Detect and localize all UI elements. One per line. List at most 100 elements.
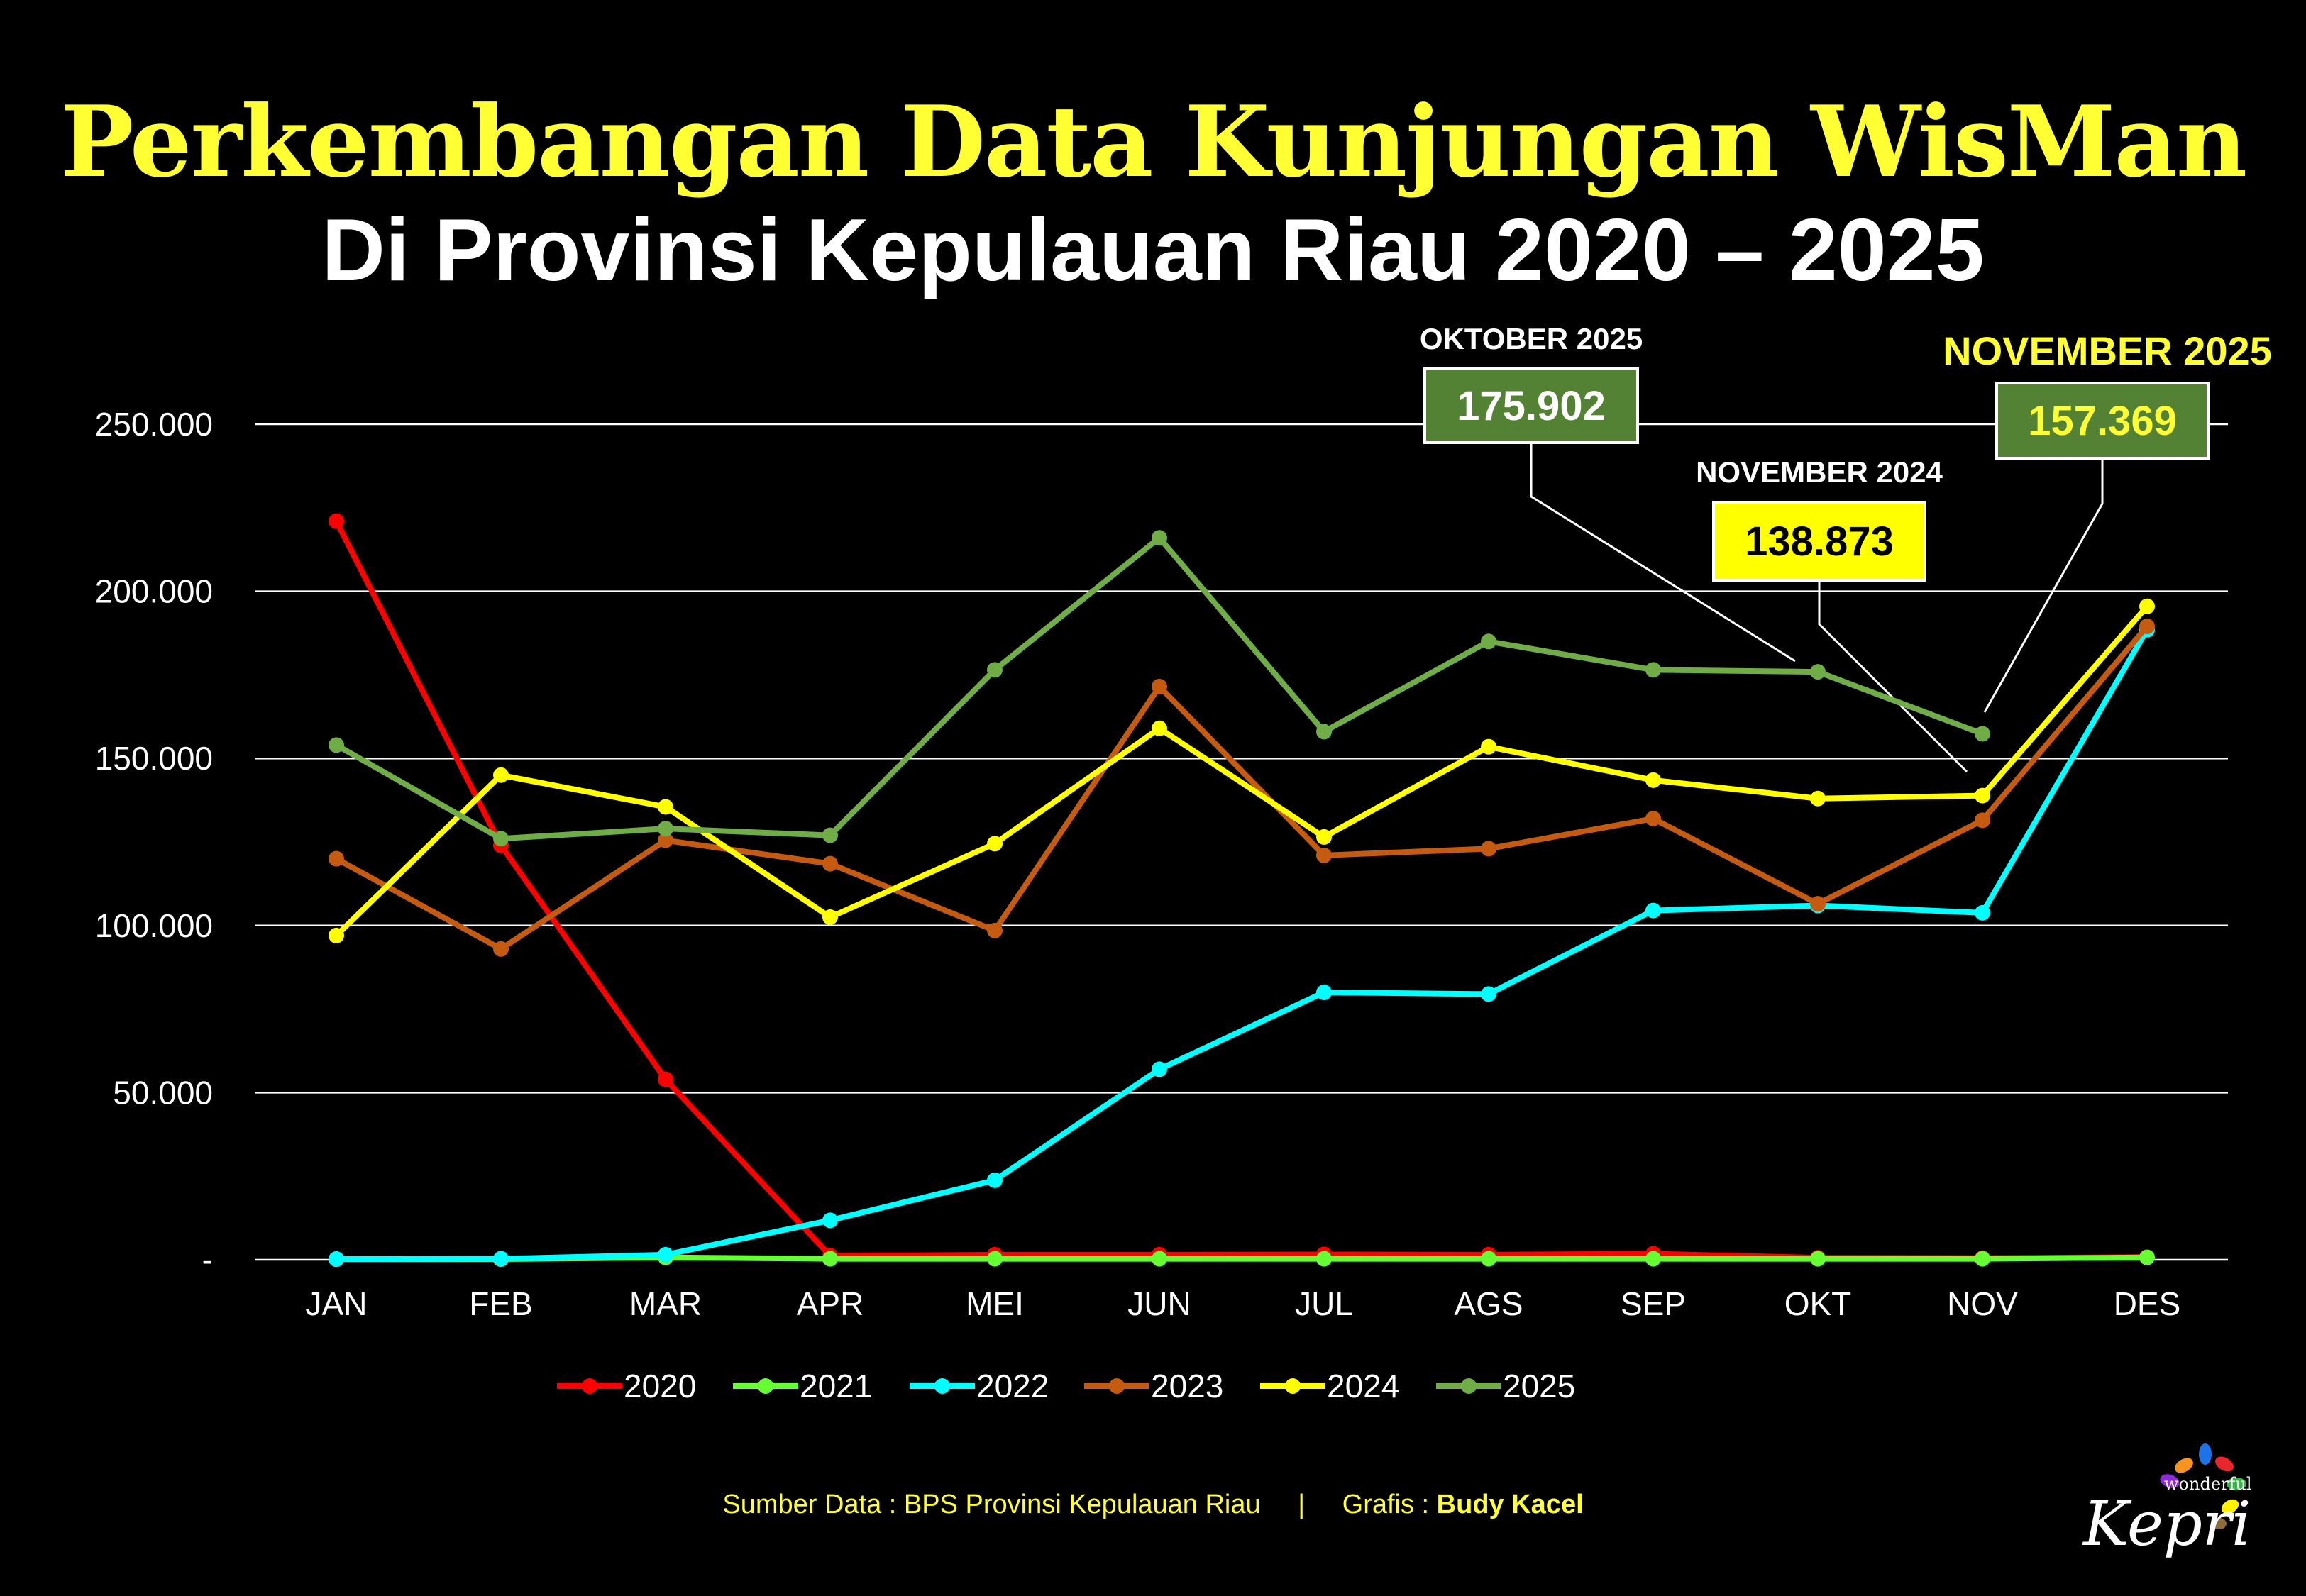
data-point [1152,1061,1167,1077]
data-point [2139,598,2155,614]
source-label: Sumber Data : BPS Provinsi Kepulauan Ria… [722,1490,1261,1519]
data-point [822,855,838,872]
data-point [1975,904,1990,921]
data-point [1316,829,1332,845]
x-tick-label: SEP [1621,1285,1686,1322]
series-line-2022 [336,628,2150,1263]
data-point [1316,724,1332,740]
legend-label: 2022 [976,1368,1049,1404]
data-point [987,1251,1003,1267]
gridlines [255,423,2228,1261]
legend-label: 2020 [624,1368,696,1404]
data-point [658,832,673,848]
callout-title: OKTOBER 2025 [1420,322,1643,355]
callout-leader [1818,580,1968,773]
data-point [1975,1251,1990,1267]
data-point [1152,1251,1167,1267]
y-tick-label: 50.000 [113,1074,213,1111]
data-point [658,799,673,815]
legend-item-2024: 2024 [1260,1368,1399,1404]
callout-leader [1983,458,2104,713]
callout-value: 175.902 [1457,383,1606,429]
wonderful-kepri-logo: wonderful Kepri [2082,1443,2252,1560]
series-2024 [329,598,2155,943]
legend-marker [582,1378,597,1394]
data-point [822,909,838,926]
series-line-2023 [335,624,2150,952]
callout-2025-NOV: NOVEMBER 2025 157.369 [1943,328,2272,460]
x-axis-ticks: JAN FEB MAR APR MEI JUN JUL AGS SEP OKT NOV DES [306,1285,2181,1322]
series-lines [329,513,2155,1268]
data-point [329,927,344,943]
logo-small-text: wonderful [2164,1474,2252,1494]
legend-marker [1461,1378,1477,1394]
footer-credits: Sumber Data : BPS Provinsi Kepulauan Ria… [0,1490,2306,1520]
data-point [658,821,673,837]
x-tick-label: JUN [1127,1285,1191,1322]
data-point [493,941,509,957]
data-point [1481,986,1496,1002]
legend: 2020 2021 2022 2023 2024 2025 [557,1368,1575,1404]
credit-prefix: Grafis : [1342,1490,1430,1519]
y-tick-label: 200.000 [95,573,213,610]
callout-value: 138.873 [1745,519,1894,565]
legend-item-2020: 2020 [557,1368,696,1404]
data-point [1645,662,1661,678]
legend-label: 2024 [1327,1368,1399,1404]
data-point [1645,811,1661,827]
legend-marker [758,1378,773,1394]
chart-title: Perkembangan Data Kunjungan WisMan [60,84,2247,199]
callout-leader [1530,443,1796,663]
callout-title: NOVEMBER 2024 [1696,455,1943,489]
data-point [329,850,344,867]
legend-item-2023: 2023 [1084,1368,1223,1404]
callout-value: 157.369 [2028,398,2177,444]
callout-box [1423,367,1639,444]
data-point [1645,1251,1661,1267]
x-tick-label: MAR [629,1285,702,1322]
data-point [1152,678,1167,694]
y-tick-label: 250.000 [95,406,213,443]
x-tick-label: APR [797,1285,864,1322]
data-point [822,1212,838,1229]
x-tick-label: DES [2114,1285,2181,1322]
data-point [329,513,344,529]
x-tick-label: OKT [1784,1285,1852,1322]
data-point [987,836,1003,852]
legend-item-2021: 2021 [733,1368,872,1404]
data-point [2139,1249,2155,1265]
x-tick-label: JAN [306,1285,368,1322]
data-point [493,1251,509,1267]
legend-marker [1285,1378,1301,1394]
legend-marker [934,1378,950,1394]
data-point [1975,787,1990,804]
data-point [1975,726,1990,742]
legend-marker [1109,1378,1125,1394]
callout-leaders [1530,443,2104,773]
data-point [2139,619,2155,635]
data-point [1316,1251,1332,1267]
x-tick-label: NOV [1947,1285,2018,1322]
data-point [1975,812,1990,829]
legend-item-2025: 2025 [1436,1368,1575,1404]
footer-separator: | [1298,1490,1306,1519]
series-2025 [329,530,1990,847]
data-point [822,1251,838,1267]
data-point [987,662,1003,678]
x-tick-label: MEI [966,1285,1024,1322]
data-point [329,1251,344,1268]
x-tick-label: FEB [469,1285,532,1322]
series-2020 [329,513,2155,1266]
callout-box [1712,501,1926,582]
data-point [1481,841,1496,857]
legend-label: 2023 [1151,1368,1223,1404]
series-2022 [329,621,2155,1268]
data-point [987,1172,1003,1188]
data-point [493,767,509,783]
data-point [1481,1251,1496,1267]
y-axis-ticks: - 50.000 100.000 150.000 200.000 250.000 [95,406,213,1278]
y-tick-label: 100.000 [95,907,213,944]
data-point [329,737,344,753]
x-tick-label: AGS [1454,1285,1523,1322]
